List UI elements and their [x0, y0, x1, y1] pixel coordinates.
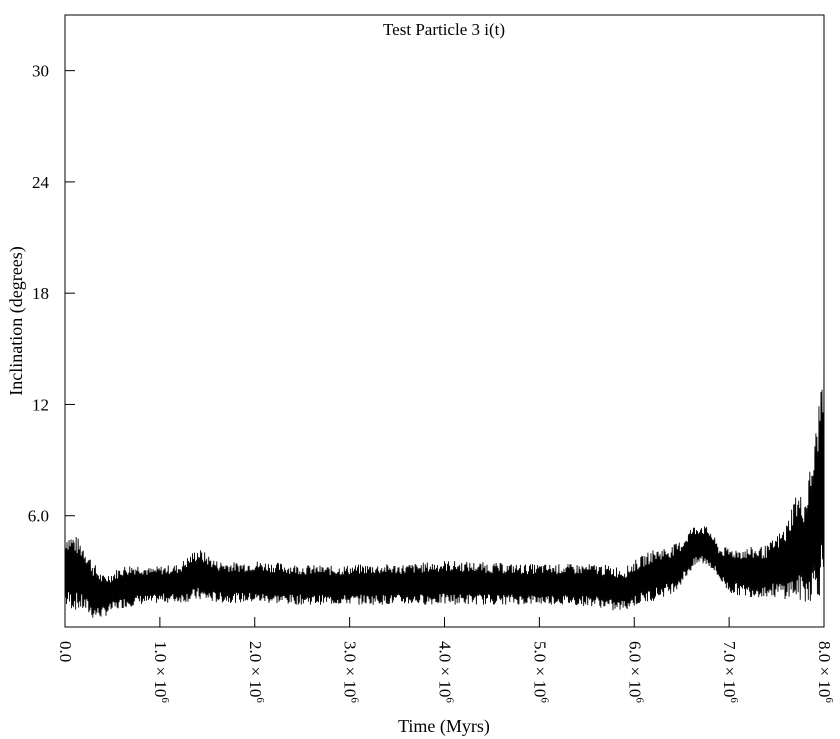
- x-axis-ticks: 0.0 1.0 × 106 2.0 × 106 3.0 × 106 4.0 × 106 5…: [56, 617, 835, 703]
- series-line-inclination: [64, 343, 825, 618]
- y-tick-label: 30: [32, 62, 49, 81]
- x-tick-exponent: 6: [538, 697, 550, 703]
- x-axis-label: Time (Myrs): [398, 716, 490, 737]
- x-tick-exponent: 6: [823, 697, 835, 703]
- x-tick-label: 6.0 × 106: [625, 641, 645, 703]
- x-tick-label: 1.0 × 106: [151, 641, 171, 703]
- x-tick-exponent: 6: [728, 697, 740, 703]
- x-tick-exponent: 6: [349, 697, 361, 703]
- plot-frame: [64, 14, 825, 628]
- x-tick-label: 2.0 × 106: [246, 641, 266, 703]
- y-tick-label: 24: [32, 173, 50, 192]
- y-tick-label: 18: [32, 284, 49, 303]
- x-tick-exponent: 6: [159, 697, 171, 703]
- y-axis-label: Inclination (degrees): [6, 246, 27, 395]
- x-tick-label: 0.0: [56, 641, 75, 662]
- x-tick-exponent: 6: [444, 697, 456, 703]
- x-tick-label: 4.0 × 106: [436, 641, 456, 703]
- x-tick-exponent: 6: [254, 697, 266, 703]
- series-layer: [64, 343, 825, 618]
- y-tick-label: 6.0: [28, 507, 49, 526]
- x-tick-label: 5.0 × 106: [530, 641, 550, 703]
- chart-title: Test Particle 3 i(t): [383, 20, 505, 39]
- y-axis-ticks: 6.0 12 18 24 30: [28, 62, 75, 526]
- x-tick-exponent: 6: [633, 697, 645, 703]
- x-tick-label: 7.0 × 106: [720, 641, 740, 703]
- x-tick-label: 3.0 × 106: [341, 641, 361, 703]
- y-tick-label: 12: [32, 395, 49, 414]
- x-tick-label: 8.0 × 106: [815, 641, 835, 703]
